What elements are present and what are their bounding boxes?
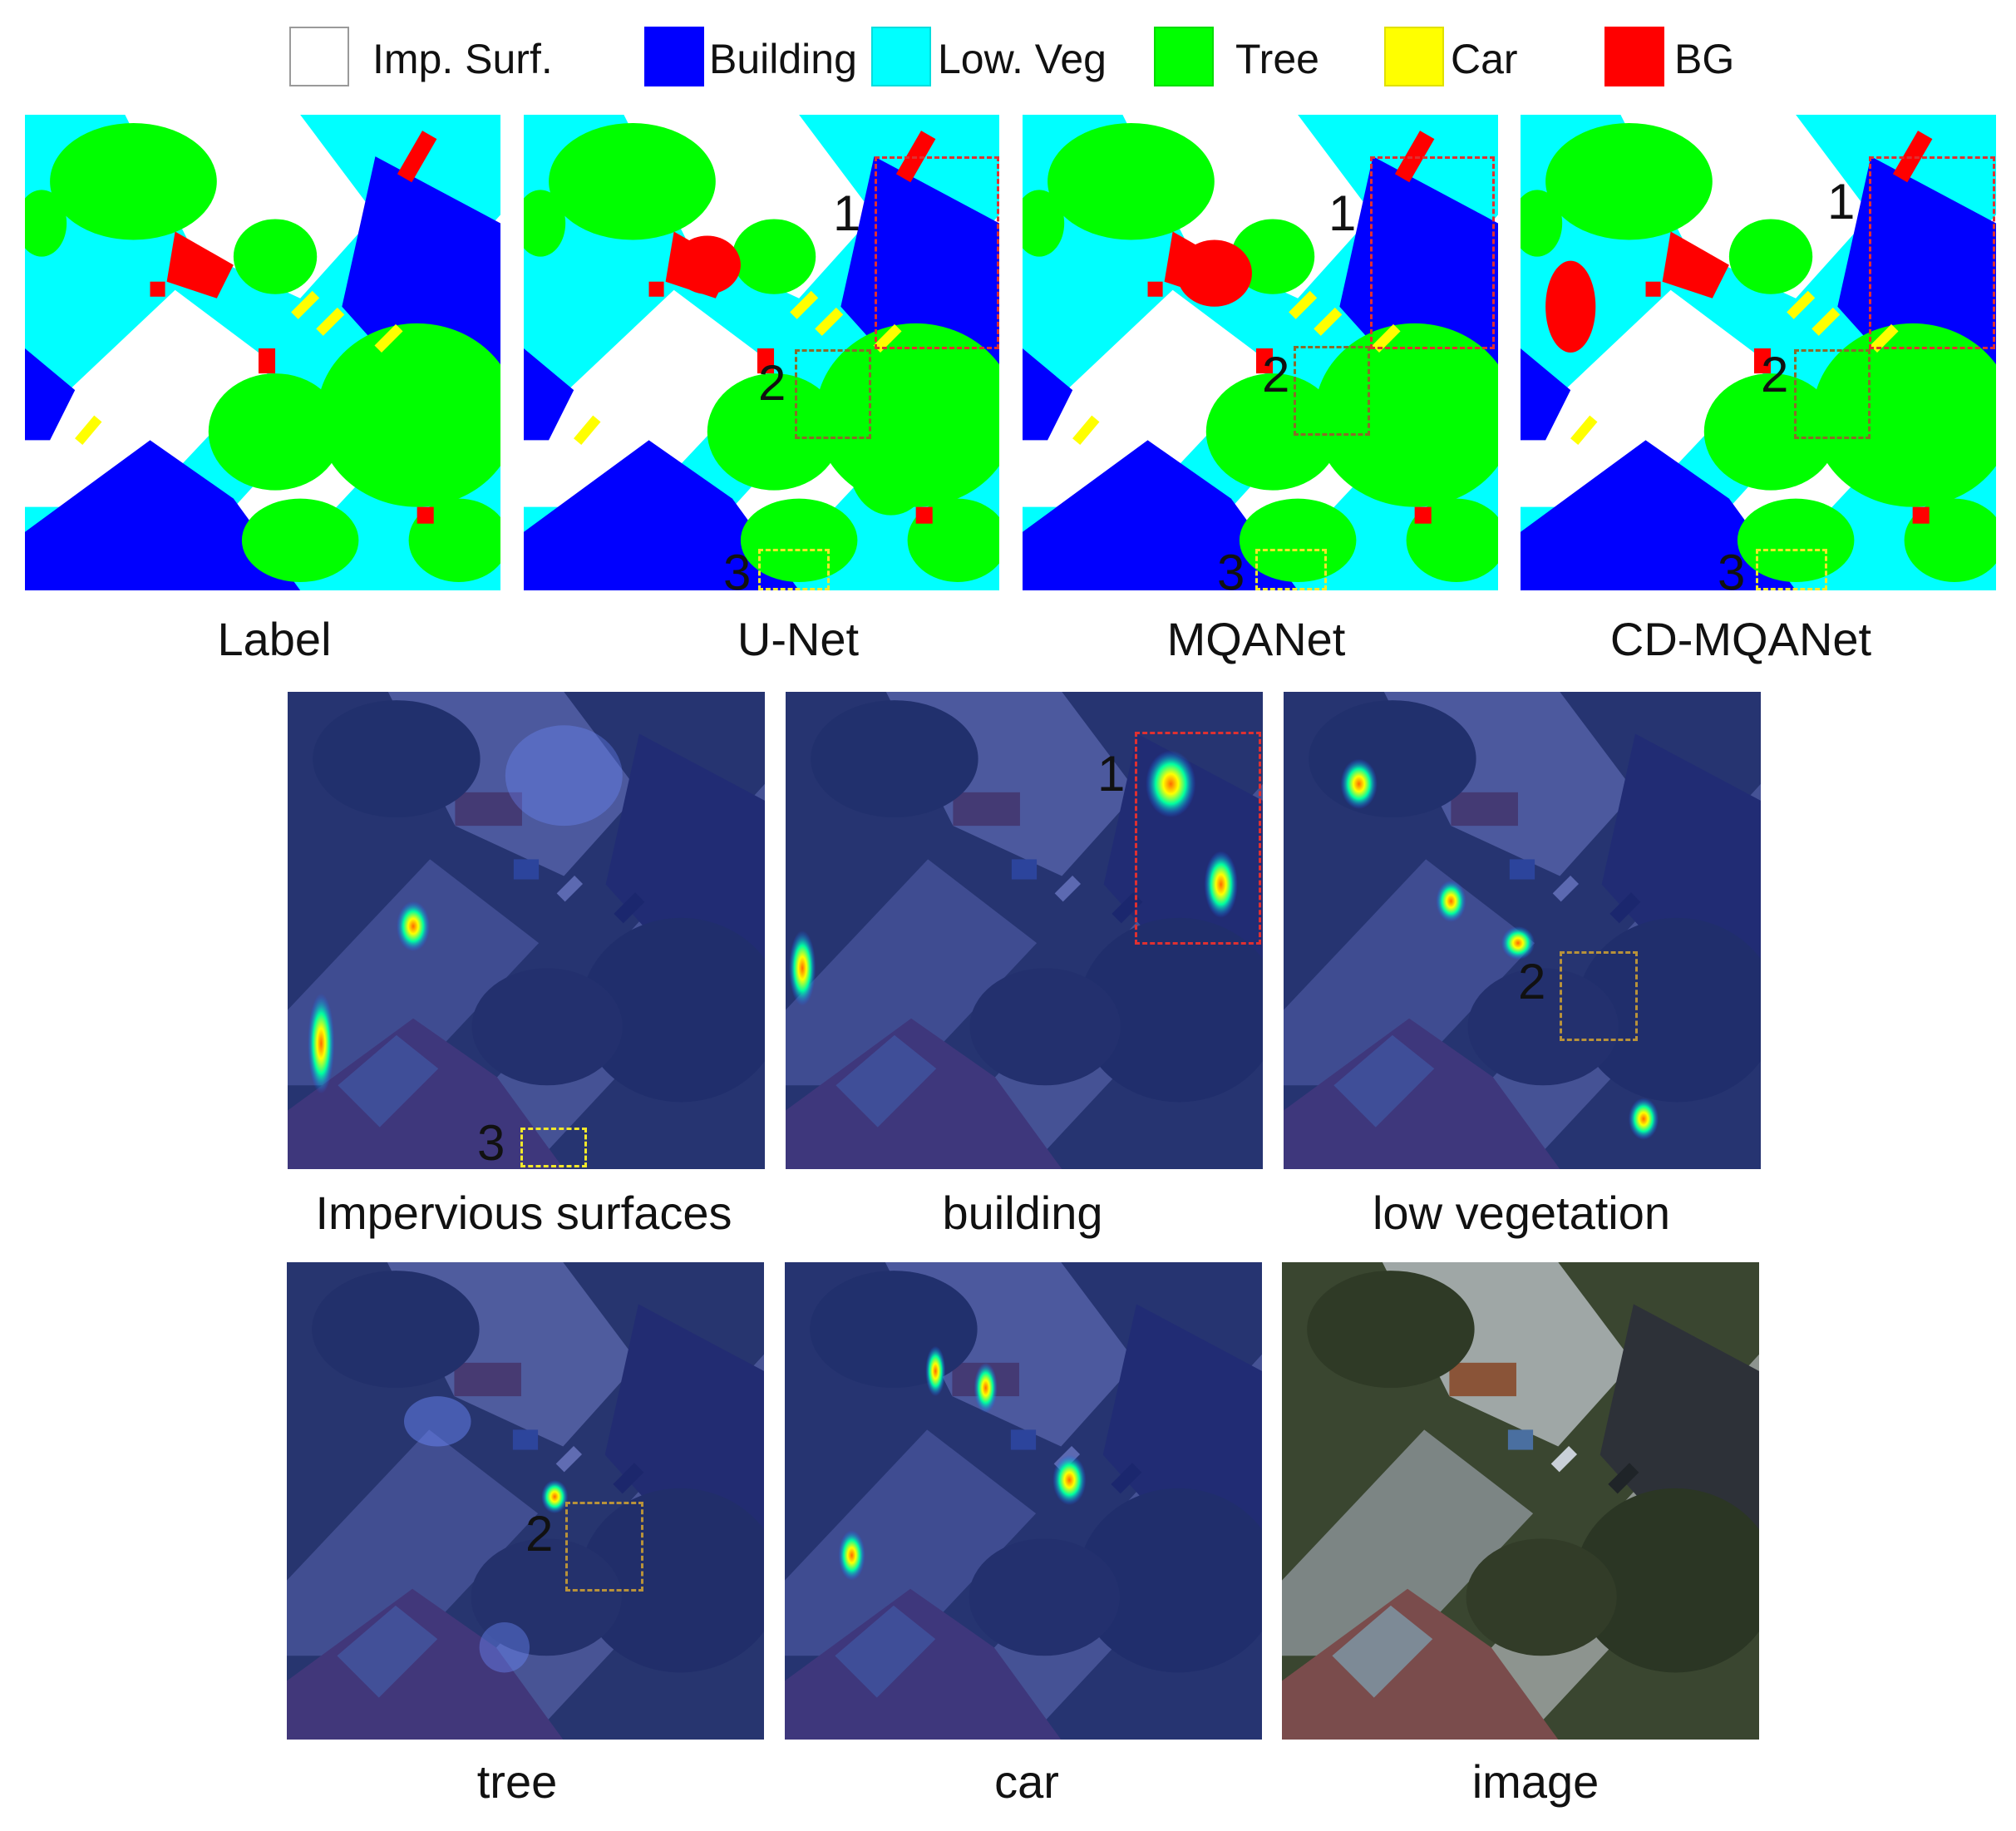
legend-swatch-imp-surf [289,27,349,86]
cdmqanet-region-3-box [1756,549,1827,590]
legend-swatch-building [644,27,704,86]
caption-label: Label [217,613,332,665]
heatmap-region-2-number: 2 [1518,954,1546,1009]
heatmap-region-1-box [1135,732,1261,945]
cdmqanet-segmentation-map [1521,115,1996,590]
heatmap-impervious [288,692,765,1169]
legend-label-car: Car [1451,36,1518,82]
caption-car: car [994,1755,1059,1808]
cdmqanet-region-2-box [1794,349,1871,439]
mqanet-region-3-box [1255,549,1327,590]
legend-label-imp-surf: Imp. Surf. [372,36,553,82]
unet-region-3-box [758,549,830,590]
heatmap-region-3-number: 3 [477,1115,505,1171]
caption-mqanet: MQANet [1166,613,1346,665]
heatmap-region-2-box [1560,951,1638,1041]
caption-tree: tree [476,1755,558,1808]
unet-region-2-box [795,349,871,439]
mqanet-region-1-number: 1 [1328,185,1357,241]
unet-region-1-box [875,156,999,349]
cdmqanet-region-3-number: 3 [1718,545,1746,600]
heatmap-tree [287,1262,764,1740]
legend-label-bg: BG [1674,36,1735,82]
caption-building: building [942,1187,1103,1239]
caption-impervious: Impervious surfaces [315,1187,732,1239]
unet-region-3-number: 3 [723,545,752,600]
caption-image: image [1471,1755,1599,1808]
legend-label-building: Building [709,36,857,82]
caption-low-vegetation: low vegetation [1372,1187,1670,1239]
mqanet-segmentation-map [1023,115,1498,590]
heatmap-car [785,1262,1262,1740]
heatmap-low-vegetation [1284,692,1761,1169]
heatmap-building [786,692,1263,1169]
cdmqanet-region-2-number: 2 [1761,347,1789,402]
heatmap-region-1-number: 1 [1097,746,1126,802]
legend-swatch-tree [1154,27,1214,86]
legend-swatch-bg [1604,27,1664,86]
label-segmentation-map [25,115,500,590]
legend-swatch-low-veg [871,27,931,86]
cdmqanet-region-1-box [1869,156,1995,349]
legend-label-low-veg: Low. Veg [938,36,1107,82]
tree-region-2-box [565,1502,643,1592]
mqanet-region-3-number: 3 [1217,545,1245,600]
mqanet-region-2-number: 2 [1262,347,1290,402]
unet-region-1-number: 1 [833,185,861,241]
legend-label-tree: Tree [1235,36,1319,82]
cdmqanet-region-1-number: 1 [1827,174,1856,229]
heatmap-region-3-box [520,1128,587,1167]
unet-segmentation-map [524,115,999,590]
mqanet-region-2-box [1294,346,1370,436]
aerial-image [1282,1262,1759,1740]
caption-cdmqanet: CD-MQANet [1609,613,1872,665]
tree-region-2-number: 2 [525,1506,554,1562]
unet-region-2-number: 2 [758,355,786,411]
caption-unet: U-Net [737,613,860,665]
mqanet-region-1-box [1370,156,1495,349]
legend-swatch-car [1384,27,1444,86]
legend: Imp. Surf. Building Low. Veg Tree Car BG [0,0,2016,108]
